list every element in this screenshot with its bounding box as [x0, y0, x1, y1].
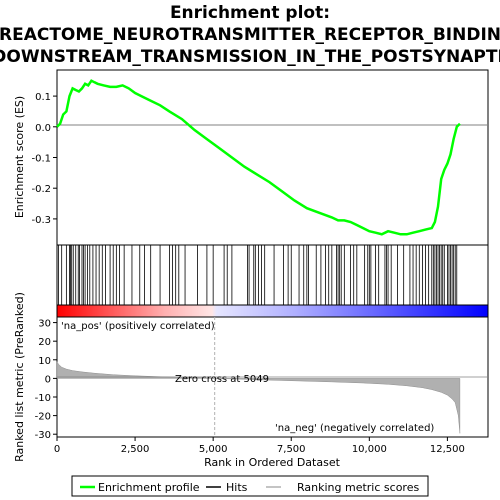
es-y-tick-label: -0.3	[31, 215, 51, 226]
legend-box	[71, 475, 429, 497]
chart-title-line-2: REACTOME_NEUROTRANSMITTER_RECEPTOR_BINDI…	[0, 25, 500, 45]
metric-y-tick-label: -30	[35, 430, 51, 441]
es-y-tick-label: -0.1	[31, 154, 51, 165]
x-tick-label: 12,500	[430, 444, 465, 455]
x-tick-label: 10,000	[352, 444, 387, 455]
legend-metric-label: Ranking metric scores	[297, 481, 419, 494]
neg-correlated-label: 'na_neg' (negatively correlated)	[275, 423, 434, 434]
x-tick-label: 5,000	[199, 444, 228, 455]
x-tick-label: 2,500	[121, 444, 150, 455]
es-y-ticks: 0.1 0.0 -0.1 -0.2 -0.3	[31, 92, 57, 226]
zero-cross-label: Zero cross at 5049	[175, 374, 269, 385]
legend-enrichment-label: Enrichment profile	[98, 481, 200, 494]
hits-panel-frame	[56, 244, 489, 306]
metric-y-ticks: 30 20 10 0 -10 -20 -30	[35, 319, 57, 441]
ranking-metric-area	[56, 360, 461, 434]
x-axis-label: Rank in Ordered Dataset	[204, 456, 341, 469]
rank-color-bar	[56, 304, 489, 318]
pos-correlated-label: 'na_pos' (positively correlated)	[61, 321, 215, 332]
metric-y-axis-label: Ranked list metric (PreRanked)	[13, 292, 26, 462]
es-y-axis-label: Enrichment score (ES)	[13, 96, 26, 218]
es-y-tick-label: -0.2	[31, 184, 51, 195]
chart-title-line-1: Enrichment plot:	[170, 3, 330, 23]
x-tick-label: 7,500	[277, 444, 306, 455]
enrichment-profile-line	[56, 79, 461, 236]
hits-marks	[58, 245, 458, 305]
metric-y-tick-label: -10	[35, 393, 51, 404]
legend-hits-label: Hits	[226, 481, 248, 494]
metric-x-ticks: 0 2,500 5,000 7,500 10,000 12,500	[54, 437, 465, 455]
x-tick-label: 0	[54, 444, 60, 455]
metric-y-tick-label: 30	[38, 319, 51, 330]
metric-y-tick-label: -20	[35, 412, 51, 423]
es-y-tick-label: 0.1	[35, 92, 51, 103]
metric-y-tick-label: 10	[38, 356, 51, 367]
es-panel-frame	[56, 69, 489, 246]
metric-y-tick-label: 20	[38, 337, 51, 348]
chart-title-line-3: _DOWNSTREAM_TRANSMISSION_IN_THE_POSTSYNA…	[0, 47, 500, 67]
es-y-tick-label: 0.0	[35, 123, 51, 134]
metric-y-tick-label: 0	[45, 374, 51, 385]
